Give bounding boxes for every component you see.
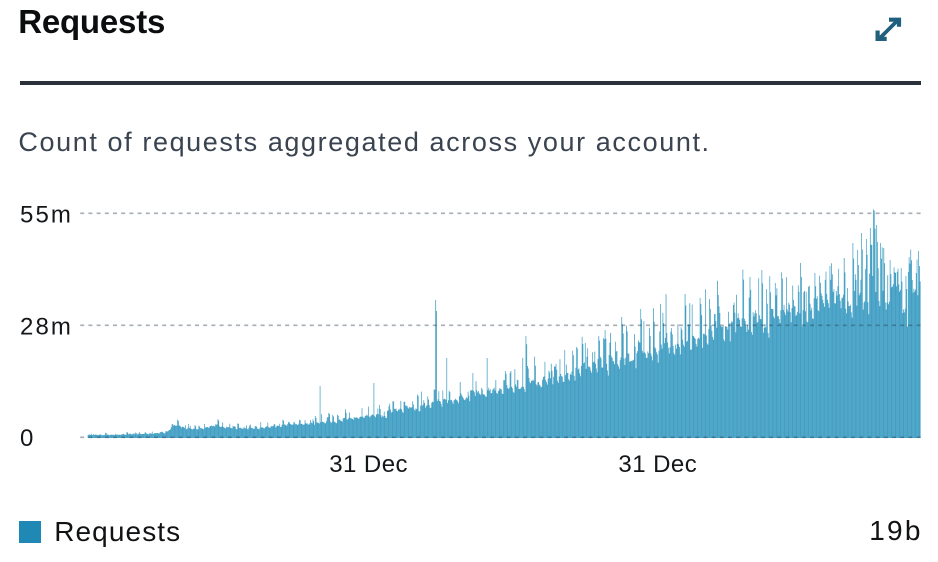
svg-text:31 Dec: 31 Dec <box>329 451 408 478</box>
svg-text:28m: 28m <box>20 313 73 340</box>
svg-text:0: 0 <box>20 425 33 452</box>
svg-text:55m: 55m <box>20 201 73 228</box>
svg-text:31 Dec: 31 Dec <box>618 451 697 478</box>
